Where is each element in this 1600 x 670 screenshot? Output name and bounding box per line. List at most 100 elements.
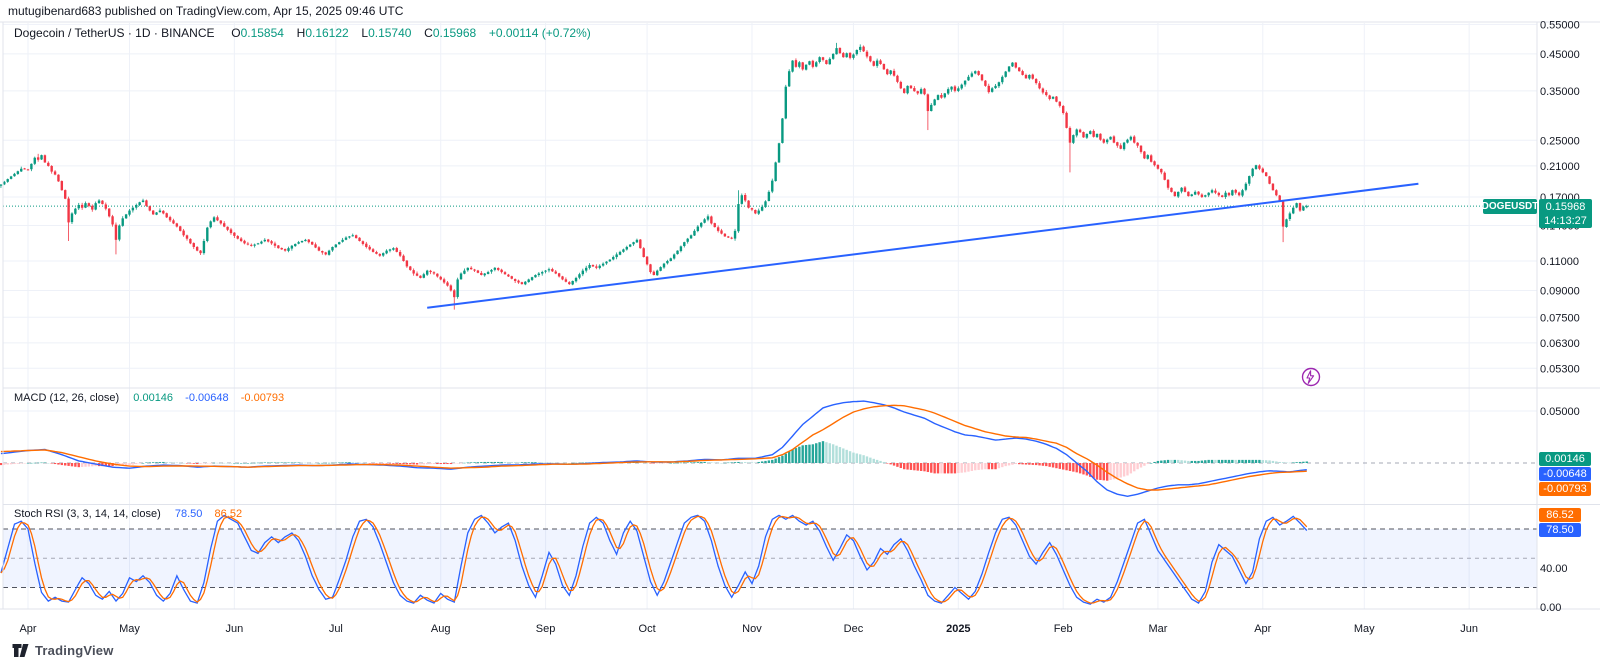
candle	[209, 221, 212, 228]
candle	[578, 274, 581, 278]
candle	[365, 243, 368, 247]
candle	[666, 260, 669, 264]
candle	[831, 53, 835, 59]
candle	[902, 88, 906, 93]
candle	[750, 208, 754, 210]
candle	[977, 71, 980, 75]
candle	[781, 118, 784, 143]
candle	[875, 60, 879, 66]
candle	[50, 165, 53, 172]
candle	[1061, 106, 1065, 113]
month-label: Feb	[1054, 623, 1073, 635]
candle	[774, 162, 777, 182]
month-label: Jun	[1460, 623, 1478, 635]
candle	[693, 230, 696, 236]
price-tick-label: 0.35000	[1540, 86, 1580, 98]
candle	[1082, 132, 1085, 138]
candle	[1264, 172, 1268, 177]
candle	[970, 73, 974, 77]
candle	[872, 61, 875, 66]
candle	[994, 85, 997, 89]
candle	[290, 245, 294, 249]
candle	[1163, 172, 1166, 180]
candle	[206, 227, 209, 242]
candle	[510, 276, 513, 279]
candle	[317, 247, 321, 251]
candle	[892, 70, 896, 76]
stoch-k-badge[interactable]: 78.50	[1539, 523, 1581, 537]
candle	[743, 195, 747, 201]
candle	[351, 235, 354, 237]
candle	[297, 242, 300, 244]
candle	[1187, 191, 1190, 197]
candle	[239, 238, 243, 242]
candle	[91, 205, 94, 210]
month-label: 2025	[946, 623, 970, 635]
candle	[327, 250, 331, 255]
candle	[219, 220, 223, 224]
candle	[784, 86, 787, 119]
candle	[378, 254, 382, 256]
symbol-axis-badge[interactable]: DOGEUSDT	[1482, 199, 1538, 214]
candle	[1180, 187, 1183, 192]
candle	[388, 249, 392, 251]
month-label: Oct	[639, 623, 656, 635]
candle	[804, 64, 808, 70]
candle	[1072, 135, 1075, 143]
candle	[1112, 136, 1116, 143]
candle	[1085, 133, 1089, 138]
stoch-d-badge[interactable]: 86.52	[1539, 508, 1581, 522]
month-label: Jun	[225, 623, 243, 635]
candle	[1251, 168, 1254, 176]
candle	[601, 263, 605, 266]
candle	[436, 273, 439, 277]
candle	[1295, 203, 1298, 208]
candle	[300, 241, 304, 243]
macd-line-badge[interactable]: -0.00648	[1539, 467, 1591, 481]
candlestick-series[interactable]	[0, 42, 1308, 310]
candle	[595, 266, 598, 268]
flash-idea-icon[interactable]	[1301, 367, 1321, 387]
candle	[223, 223, 226, 227]
trendline-drawing[interactable]	[427, 182, 1419, 309]
candle	[243, 240, 246, 244]
candle	[696, 226, 700, 231]
price-axis-labels[interactable]: 0.550000.450000.350000.250000.210000.170…	[1540, 19, 1580, 614]
candle	[946, 89, 950, 94]
candle	[909, 85, 913, 89]
stoch-legend[interactable]: Stoch RSI (3, 3, 14, 14, close) 78.50 86…	[14, 508, 242, 520]
candle	[588, 265, 591, 268]
price-tick-label: 0.09000	[1540, 285, 1580, 297]
symbol-legend[interactable]: Dogecoin / TetherUS · 1D · BINANCE O0.15…	[14, 26, 591, 40]
candle	[571, 280, 574, 285]
candle	[124, 214, 128, 219]
candle	[118, 225, 121, 240]
candle	[855, 50, 859, 55]
candle	[9, 176, 13, 179]
candle	[1065, 112, 1068, 128]
candle	[53, 171, 57, 175]
month-label: May	[119, 623, 140, 635]
time-axis-labels[interactable]: Apr May Jun Jul Aug Sep Oct Nov Dec 2025 Feb Mar Apr…	[19, 623, 1478, 635]
macd-legend[interactable]: MACD (12, 26, close) 0.00146 -0.00648 -0…	[14, 392, 284, 404]
candle	[1146, 155, 1149, 159]
month-label: Jul	[329, 623, 343, 635]
candle	[1224, 192, 1227, 197]
candle	[886, 69, 889, 75]
candle	[1058, 101, 1062, 106]
candle	[926, 94, 930, 112]
candle	[189, 238, 192, 244]
candle	[16, 171, 20, 174]
candle	[811, 60, 815, 67]
tradingview-logo[interactable]: TradingView	[12, 643, 114, 658]
last-price-badge[interactable]: 0.15968 14:13:27	[1539, 199, 1592, 228]
candle	[226, 226, 229, 230]
macd-signal-badge[interactable]: -0.00793	[1539, 482, 1591, 496]
stoch-legend-label: Stoch RSI (3, 3, 14, 14, close)	[14, 508, 161, 520]
candle	[1197, 191, 1200, 195]
price-tick-label: 0.05300	[1540, 363, 1580, 375]
macd-hist-badge[interactable]: 0.00146	[1539, 452, 1591, 466]
stoch-k-value: 78.50	[174, 508, 203, 520]
candle	[608, 259, 612, 262]
